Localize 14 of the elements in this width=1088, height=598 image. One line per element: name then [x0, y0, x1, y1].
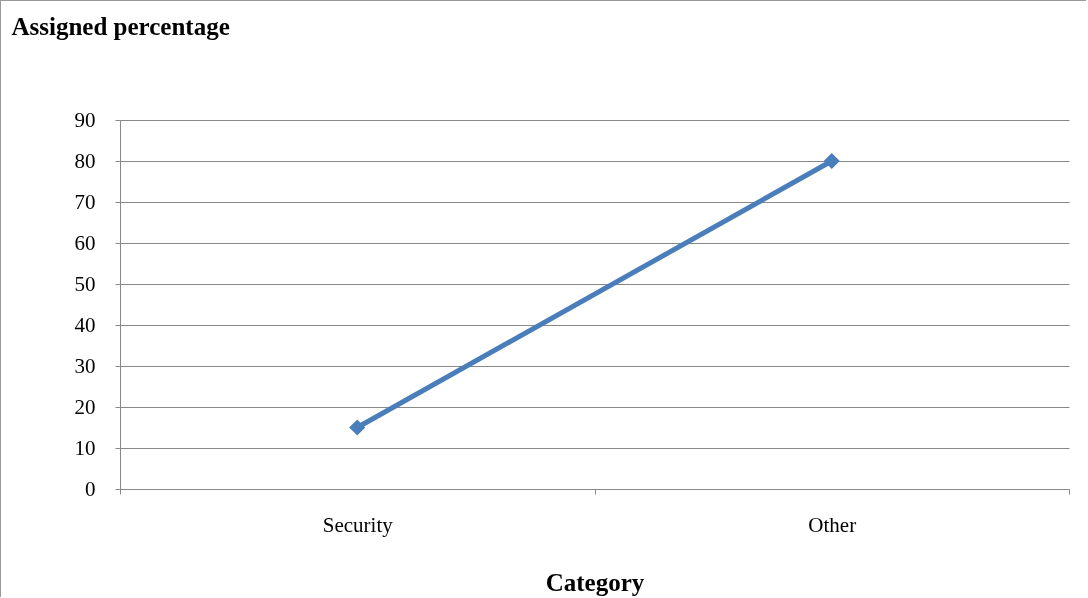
- y-tick-label: 60: [74, 230, 96, 255]
- y-tick-label: 20: [74, 394, 96, 419]
- y-tick-label: 80: [74, 148, 96, 173]
- y-tick-label: 90: [74, 107, 96, 132]
- y-tick-label: 0: [85, 476, 96, 501]
- x-tick-label: Security: [322, 512, 394, 537]
- y-axis-title: Assigned percentage: [11, 12, 230, 40]
- y-tick-label: 50: [74, 271, 96, 296]
- y-tick-label: 30: [74, 353, 96, 378]
- y-tick-label: 10: [74, 435, 96, 460]
- x-tick-label: Other: [808, 512, 857, 537]
- y-tick-label: 70: [74, 189, 96, 214]
- y-tick-label: 40: [74, 312, 96, 337]
- x-axis-title: Category: [545, 568, 645, 596]
